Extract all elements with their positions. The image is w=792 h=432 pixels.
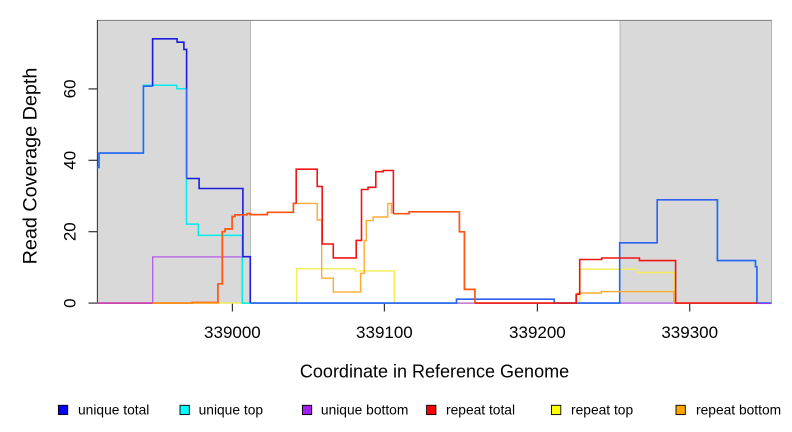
svg-text:339000: 339000 <box>204 323 261 342</box>
svg-text:repeat bottom: repeat bottom <box>696 403 781 418</box>
svg-text:unique total: unique total <box>78 403 149 418</box>
svg-text:0: 0 <box>61 298 80 307</box>
svg-text:Read Coverage Depth: Read Coverage Depth <box>20 68 42 265</box>
svg-text:repeat top: repeat top <box>571 403 633 418</box>
svg-text:60: 60 <box>61 79 80 98</box>
svg-text:20: 20 <box>61 222 80 241</box>
svg-text:Coordinate in Reference Genome: Coordinate in Reference Genome <box>300 362 569 382</box>
svg-text:repeat total: repeat total <box>446 403 515 418</box>
svg-text:unique bottom: unique bottom <box>321 403 408 418</box>
svg-text:339300: 339300 <box>661 323 718 342</box>
svg-text:40: 40 <box>61 151 80 170</box>
svg-text:339200: 339200 <box>509 323 566 342</box>
svg-text:339100: 339100 <box>356 323 413 342</box>
svg-text:unique top: unique top <box>199 403 264 418</box>
